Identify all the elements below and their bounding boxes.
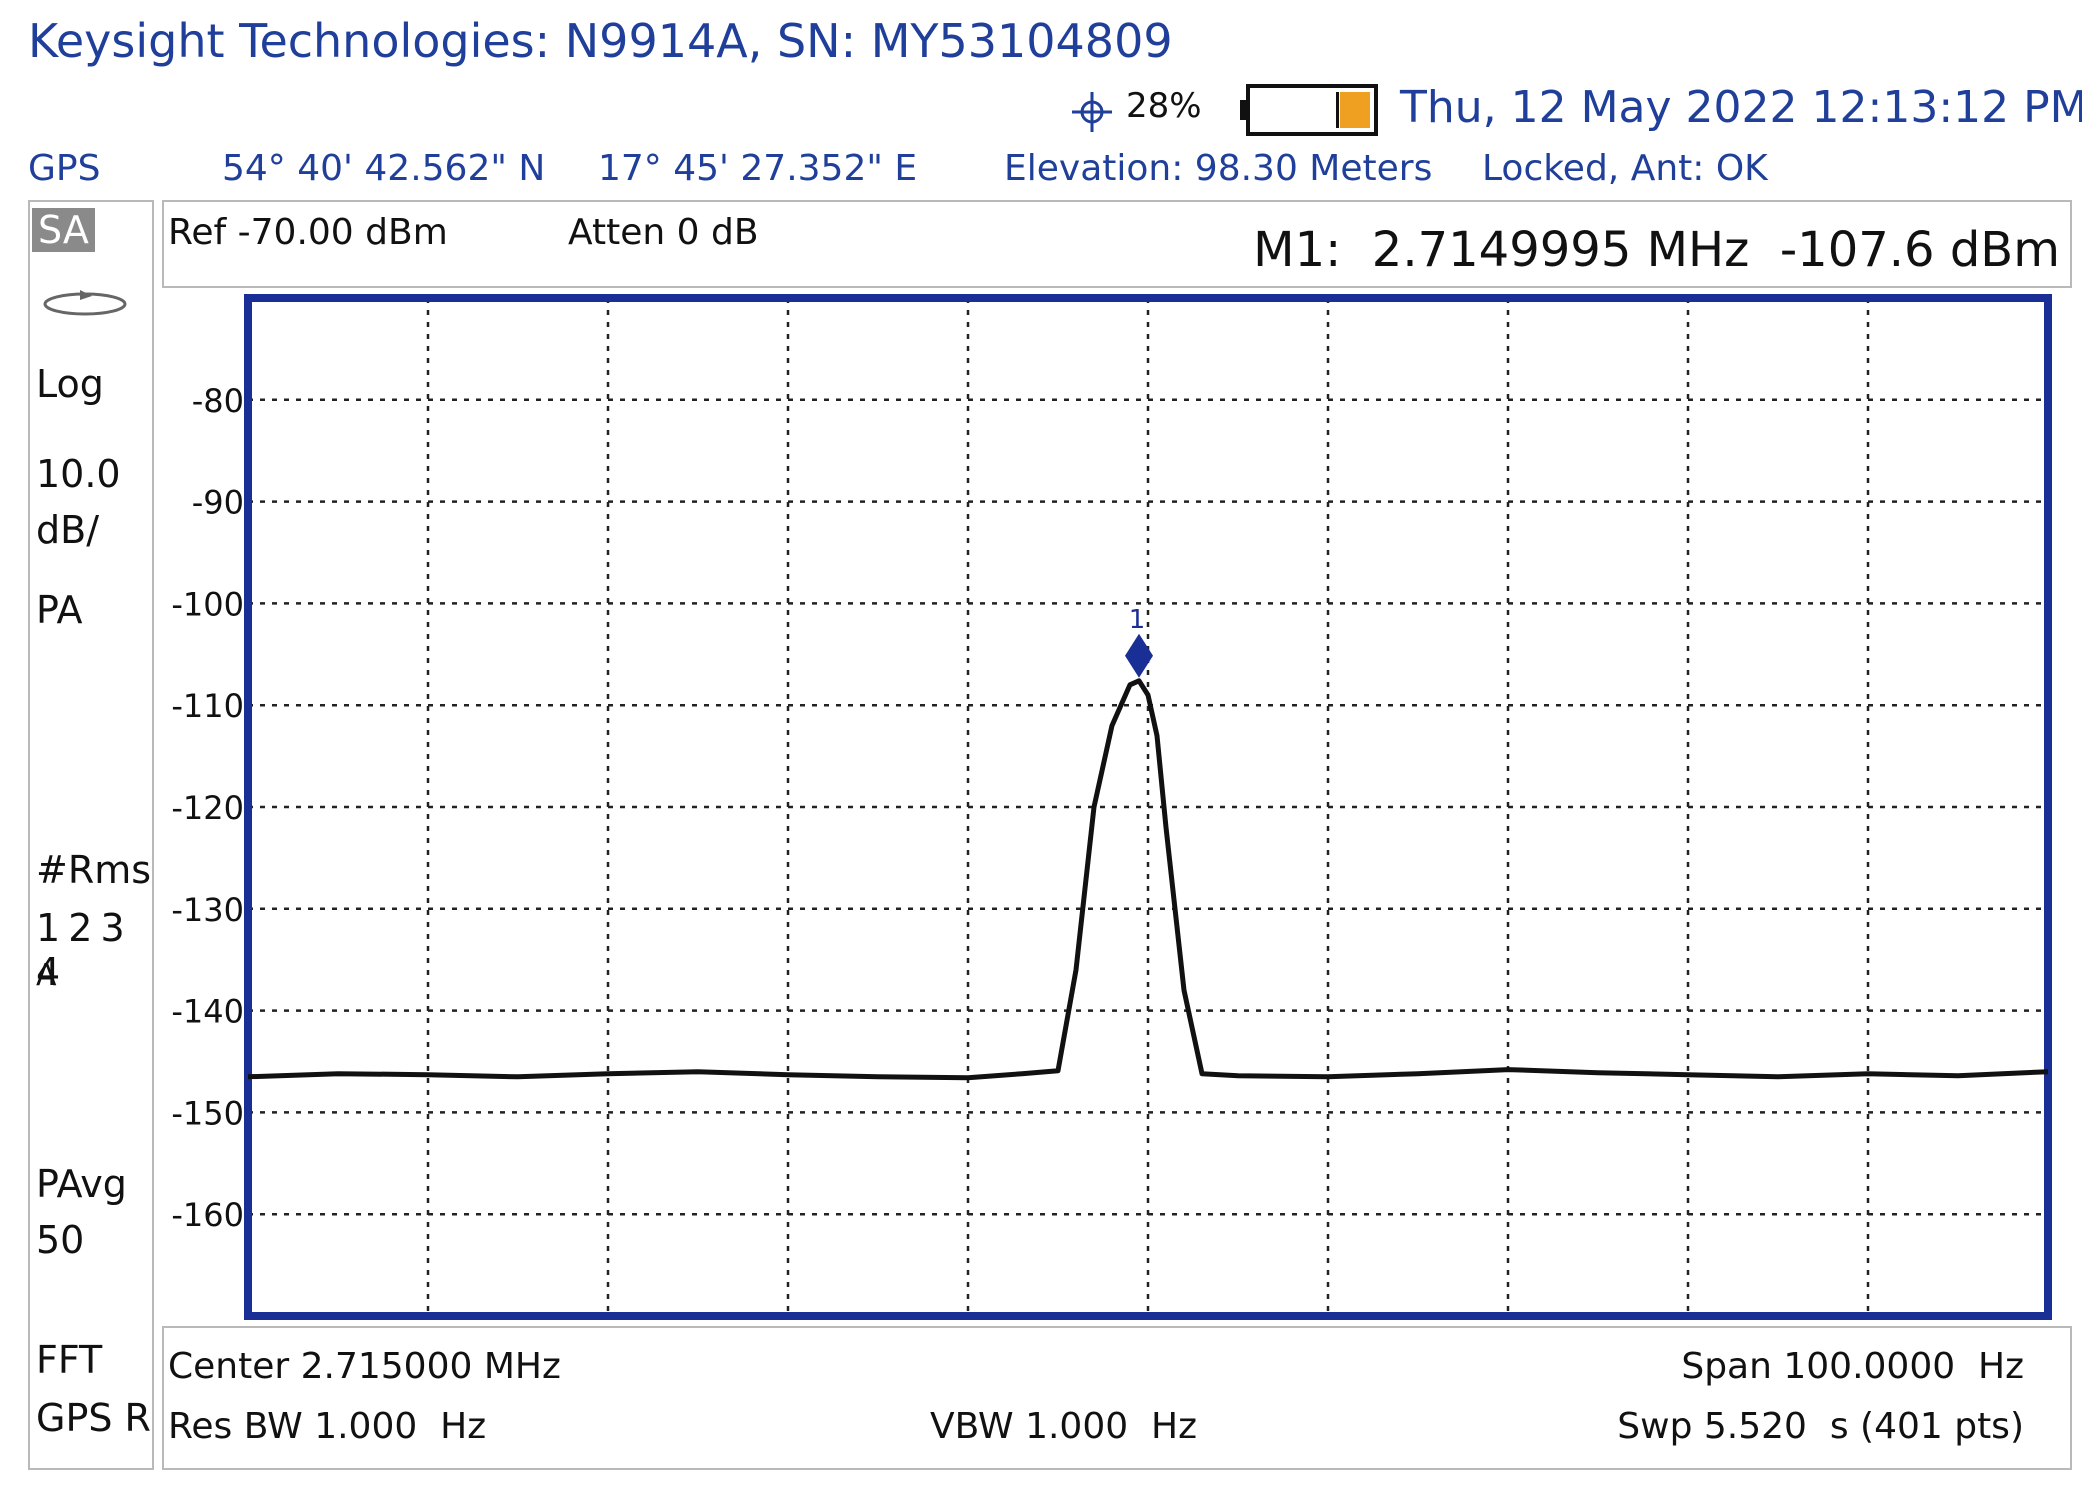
y-tick-label: -140	[171, 993, 244, 1031]
avg-label: PAvg	[36, 1162, 127, 1206]
span[interactable]: Span 100.0000 Hz	[1681, 1346, 2024, 1387]
sweep-time[interactable]: Swp 5.520 s (401 pts)	[1617, 1406, 2024, 1447]
resolution-bandwidth[interactable]: Res BW 1.000 Hz	[168, 1406, 487, 1447]
sweep-type: FFT	[36, 1338, 103, 1382]
crosshair-icon	[1072, 92, 1112, 132]
left-status-panel: SA Log 10.0 dB/ PA #Rms 1 2 3 4 A PAvg 5…	[28, 200, 154, 1470]
y-tick-label: -110	[171, 687, 244, 725]
instrument-title: Keysight Technologies: N9914A, SN: MY531…	[28, 14, 1173, 68]
trace-list: 1 2 3 4	[36, 906, 125, 994]
y-tick-label: -150	[171, 1094, 244, 1132]
detector-mode: #Rms	[36, 848, 152, 892]
battery-icon	[1240, 84, 1378, 136]
mode-badge[interactable]: SA	[32, 208, 95, 252]
preamp-indicator: PA	[36, 588, 83, 632]
gps-percent: 28%	[1126, 86, 1202, 126]
gps-elevation: Elevation: 98.30 Meters	[1004, 148, 1433, 189]
y-tick-label: -90	[192, 484, 244, 522]
avg-count: 50	[36, 1218, 85, 1262]
marker-1-label: 1	[1129, 605, 1146, 635]
y-tick-label: -80	[192, 382, 244, 420]
y-tick-label: -130	[171, 891, 244, 929]
marker-readout: M1: 2.7149995 MHz -107.6 dBm	[1253, 222, 2060, 278]
gps-label: GPS	[28, 148, 101, 189]
sweep-icon	[43, 290, 127, 316]
y-tick-label: -100	[171, 585, 244, 623]
ref-level[interactable]: Ref -70.00 dBm	[168, 212, 448, 253]
scale-unit: dB/	[36, 508, 99, 552]
gps-reference: GPS R	[36, 1396, 151, 1440]
scale-type: Log	[36, 362, 104, 406]
settings-footer: Center 2.715000 MHz Span 100.0000 Hz Res…	[162, 1326, 2072, 1470]
trace-1-line	[247, 678, 2049, 1081]
datetime: Thu, 12 May 2022 12:13:12 PM	[1400, 82, 2082, 133]
gps-latitude: 54° 40' 42.562" N	[222, 148, 546, 189]
gps-lock-status: Locked, Ant: OK	[1482, 148, 1768, 189]
y-tick-label: -160	[171, 1196, 244, 1234]
gps-longitude: 17° 45' 27.352" E	[598, 148, 918, 189]
spectrum-plot[interactable]: -80 -90 -100 -110 -120 -130 -140 -150 -160 1	[162, 288, 2072, 1324]
center-frequency[interactable]: Center 2.715000 MHz	[168, 1346, 561, 1387]
settings-header: Ref -70.00 dBm Atten 0 dB M1: 2.7149995 …	[162, 200, 2072, 288]
marker-1-diamond[interactable]	[1125, 633, 1153, 678]
trace-mode: A	[36, 958, 57, 993]
video-bandwidth[interactable]: VBW 1.000 Hz	[930, 1406, 1197, 1447]
scale-value: 10.0	[36, 452, 121, 496]
attenuation[interactable]: Atten 0 dB	[568, 212, 759, 253]
plot-frame	[244, 294, 2052, 1320]
y-tick-label: -120	[171, 789, 244, 827]
